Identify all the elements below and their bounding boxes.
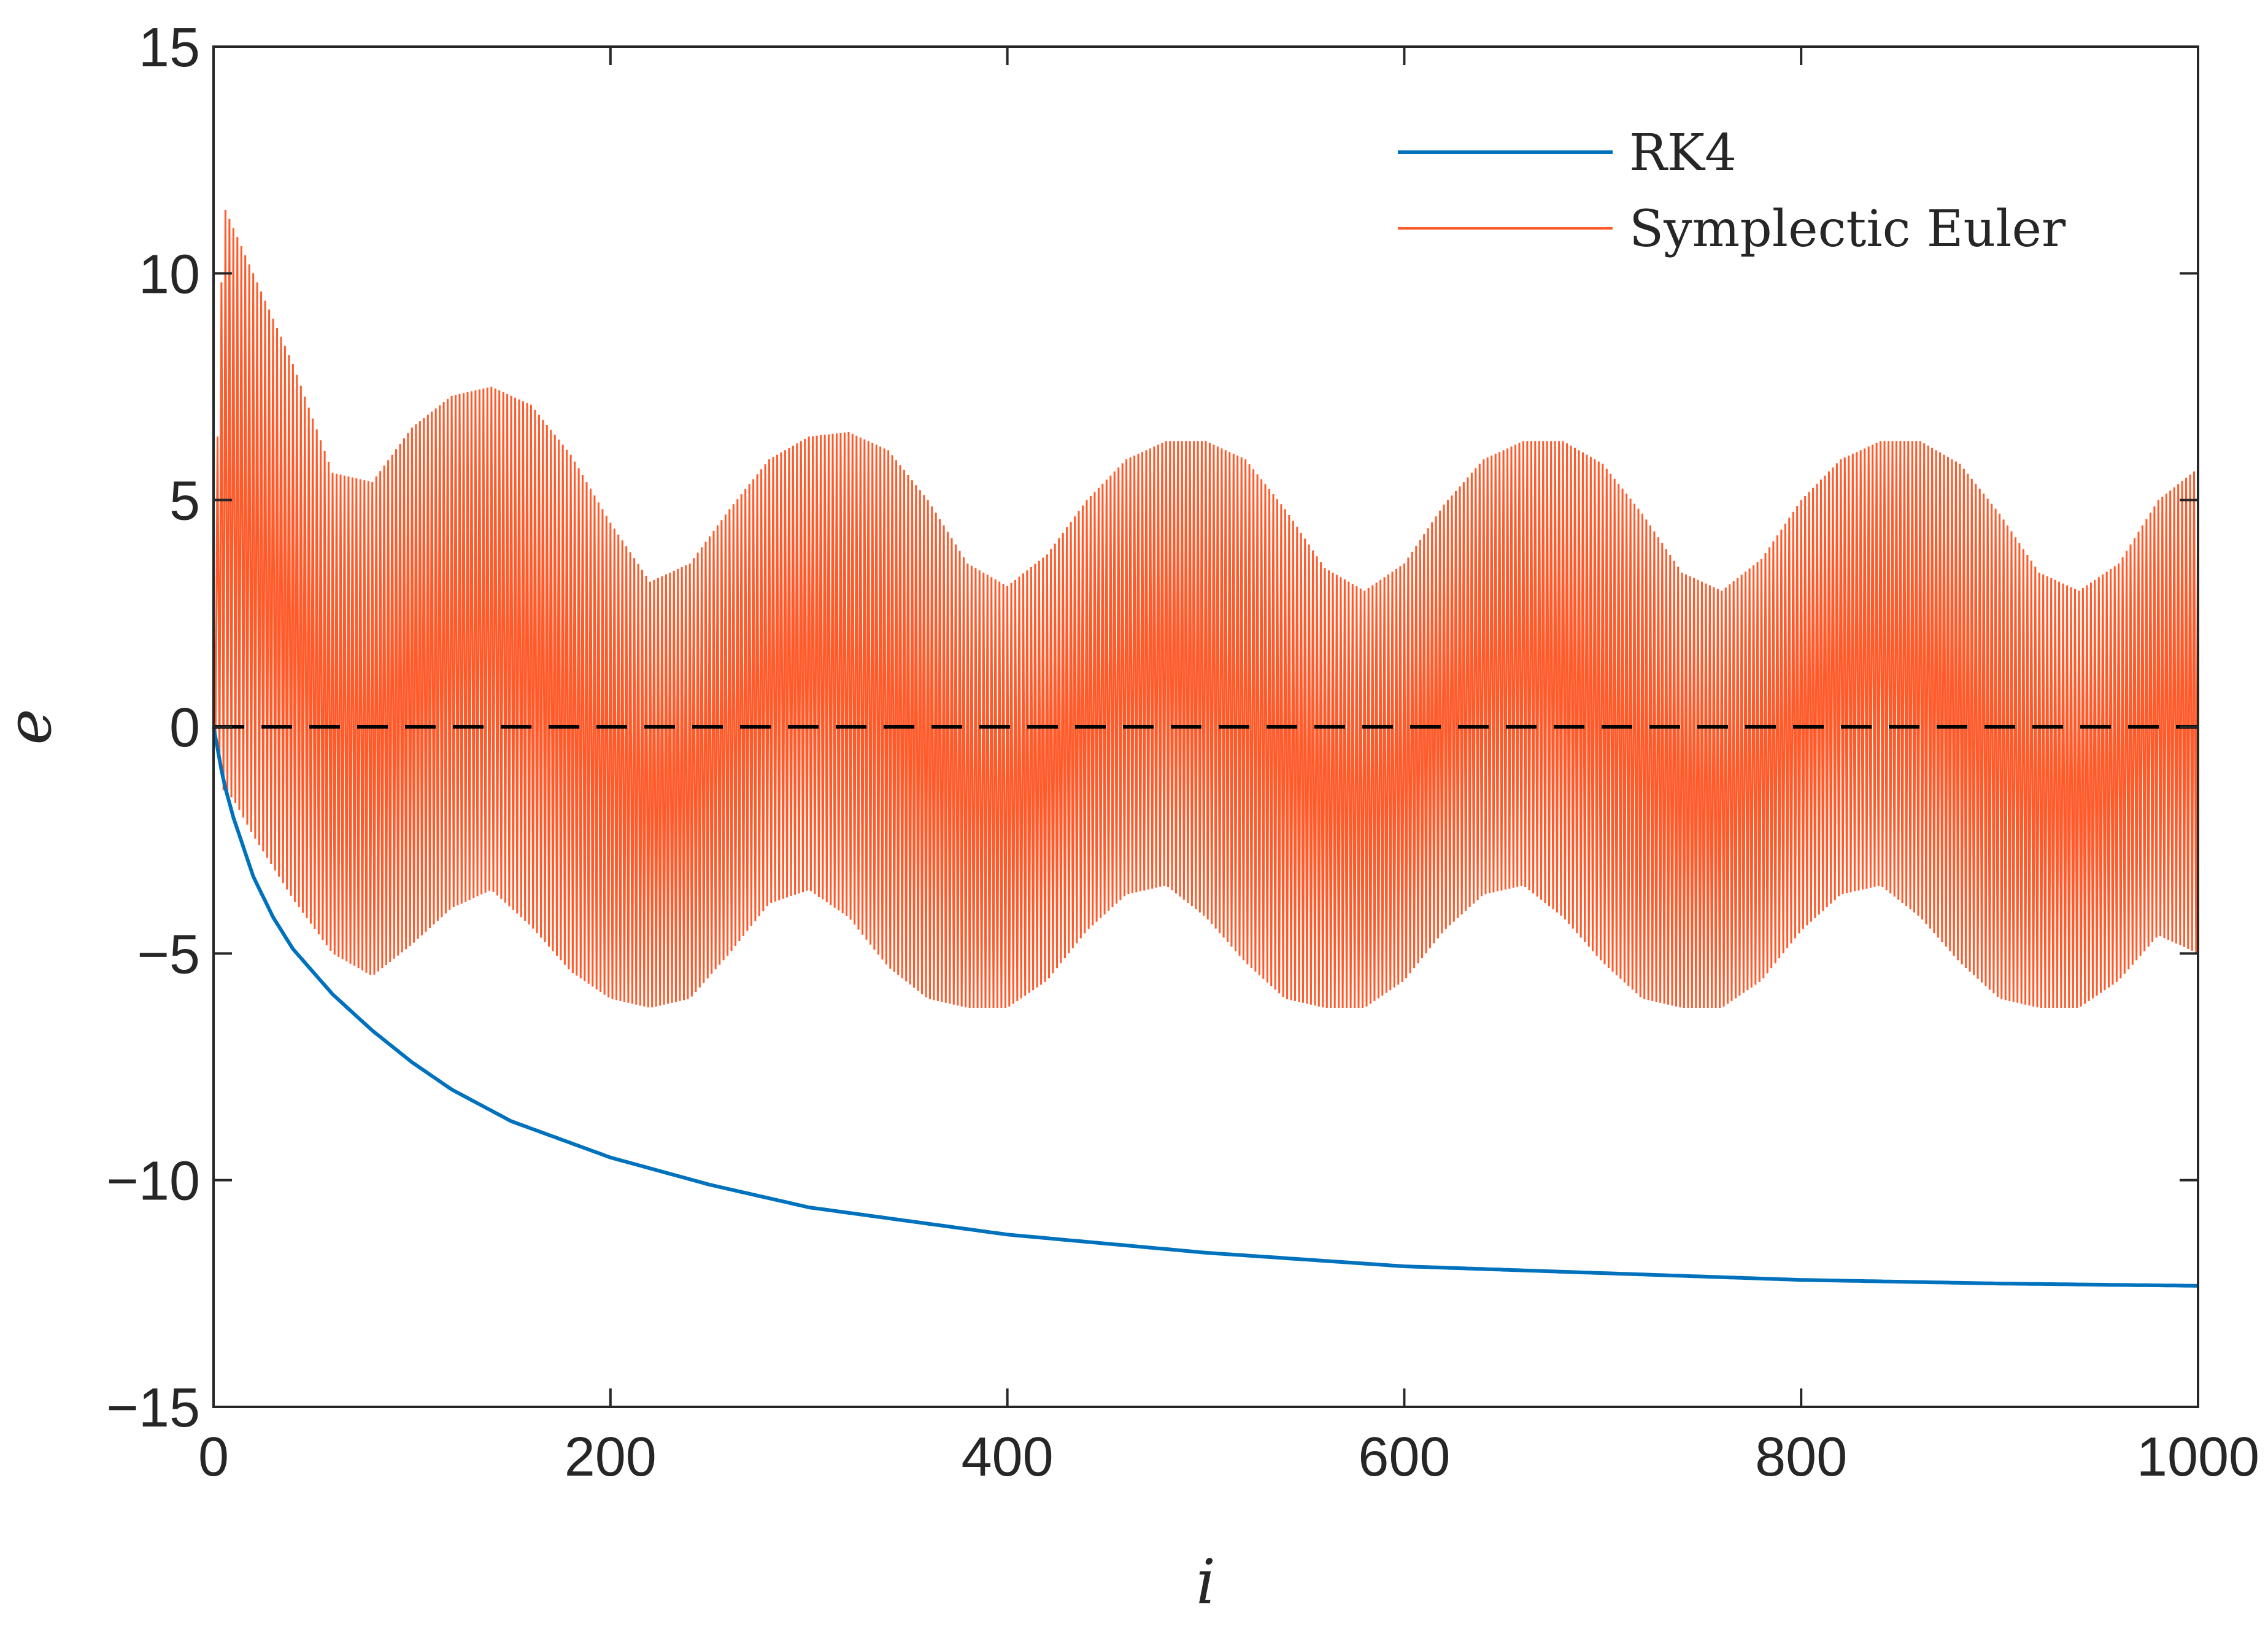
x-axis-label: i: [1196, 1546, 1216, 1618]
ticks-layer: 0 200 400 600 800 1000 −15 −10 −5 0 5 10 15: [106, 17, 2259, 1488]
x-tick-label: 600: [1358, 1427, 1450, 1488]
y-tick-label: −5: [137, 924, 200, 985]
series-line-rk4: [212, 726, 2199, 1288]
series-layer: [212, 209, 2199, 1288]
x-tick-label: 0: [198, 1427, 229, 1488]
y-tick-label: 0: [169, 697, 200, 759]
y-tick-label: 10: [139, 244, 200, 305]
y-tick-label: −10: [106, 1151, 200, 1212]
legend-label-rk4: RK4: [1629, 124, 1737, 182]
y-axis-label: e: [0, 708, 65, 745]
x-tick-label: 1000: [2137, 1427, 2259, 1488]
y-tick-label: 15: [139, 17, 200, 79]
legend: RK4 Symplectic Euler: [1398, 124, 2066, 258]
y-tick-label: −15: [106, 1377, 200, 1439]
y-tick-label: 5: [169, 471, 200, 532]
x-tick-label: 400: [962, 1427, 1054, 1488]
x-tick-label: 800: [1755, 1427, 1847, 1488]
legend-label-symplectic-euler: Symplectic Euler: [1629, 200, 2066, 258]
series-line-symplectic-euler: [212, 209, 2199, 1009]
x-tick-label: 200: [565, 1427, 657, 1488]
